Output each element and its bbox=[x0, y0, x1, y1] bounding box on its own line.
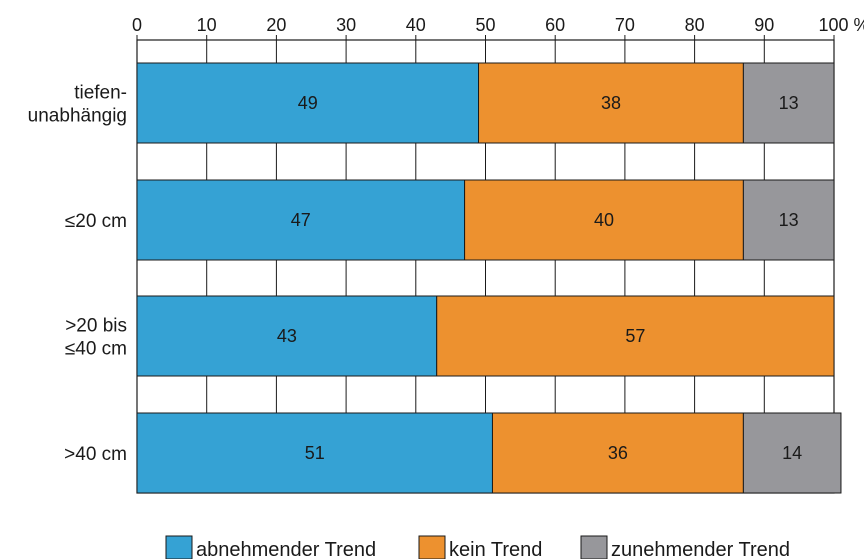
bar-segment-1-row-3 bbox=[136, 295, 438, 377]
data-label: 14 bbox=[782, 443, 802, 463]
x-tick-label: 50 bbox=[475, 15, 495, 35]
legend-swatch-1 bbox=[165, 535, 193, 559]
x-tick-label: 90 bbox=[754, 15, 774, 35]
x-tick-label: 40 bbox=[406, 15, 426, 35]
bars-layer: 49 38 13 47 40 13 43 57 51 36 14 bbox=[136, 62, 842, 494]
category-label: ≤40 cm bbox=[65, 339, 127, 360]
x-tick-label: 70 bbox=[615, 15, 635, 35]
x-tick-label: 0 bbox=[132, 15, 142, 35]
legend-label-2: kein Trend bbox=[449, 539, 542, 559]
data-label: 47 bbox=[291, 210, 311, 230]
x-tick-label: 80 bbox=[685, 15, 705, 35]
category-label: tiefen- bbox=[74, 83, 127, 104]
bar-segment-2-row-4 bbox=[491, 412, 744, 494]
x-axis-ticks: 0 10 20 30 40 50 60 70 80 90 100 % bbox=[132, 15, 864, 40]
x-tick-label: 10 bbox=[197, 15, 217, 35]
bar-segment-3-row-1 bbox=[742, 62, 835, 144]
data-label: 13 bbox=[779, 93, 799, 113]
category-label: ≤20 cm bbox=[65, 211, 127, 232]
category-label: >40 cm bbox=[64, 444, 127, 465]
data-label: 13 bbox=[779, 210, 799, 230]
bar-segment-3-row-4 bbox=[742, 412, 842, 494]
data-label: 49 bbox=[298, 93, 318, 113]
data-label: 38 bbox=[601, 93, 621, 113]
category-label: >20 bis bbox=[65, 316, 127, 337]
bar-segment-1-row-2 bbox=[136, 179, 466, 261]
legend-swatch-2 bbox=[418, 535, 446, 559]
x-tick-label: 60 bbox=[545, 15, 565, 35]
data-label: 36 bbox=[608, 443, 628, 463]
bar-segment-2-row-2 bbox=[464, 179, 744, 261]
data-label: 40 bbox=[594, 210, 614, 230]
bar-segment-2-row-3 bbox=[436, 295, 835, 377]
legend: abnehmender Trend kein Trend zunehmender T… bbox=[165, 535, 790, 559]
bar-segment-3-row-2 bbox=[742, 179, 835, 261]
x-tick-label: 20 bbox=[266, 15, 286, 35]
data-label: 51 bbox=[305, 443, 325, 463]
data-label: 57 bbox=[625, 326, 645, 346]
bar-segment-2-row-1 bbox=[478, 62, 744, 144]
legend-label-3: zunehmender Trend bbox=[611, 539, 790, 559]
x-tick-label: 100 % bbox=[818, 15, 864, 35]
legend-swatch-3 bbox=[580, 535, 608, 559]
bar-segment-1-row-4 bbox=[136, 412, 493, 494]
legend-label-1: abnehmender Trend bbox=[196, 539, 376, 559]
data-label: 43 bbox=[277, 326, 297, 346]
x-tick-label: 30 bbox=[336, 15, 356, 35]
category-label: unabhängig bbox=[28, 106, 127, 127]
category-labels: tiefen-unabhängig ≤20 cm >20 bis≤40 cm >40 … bbox=[28, 83, 127, 466]
